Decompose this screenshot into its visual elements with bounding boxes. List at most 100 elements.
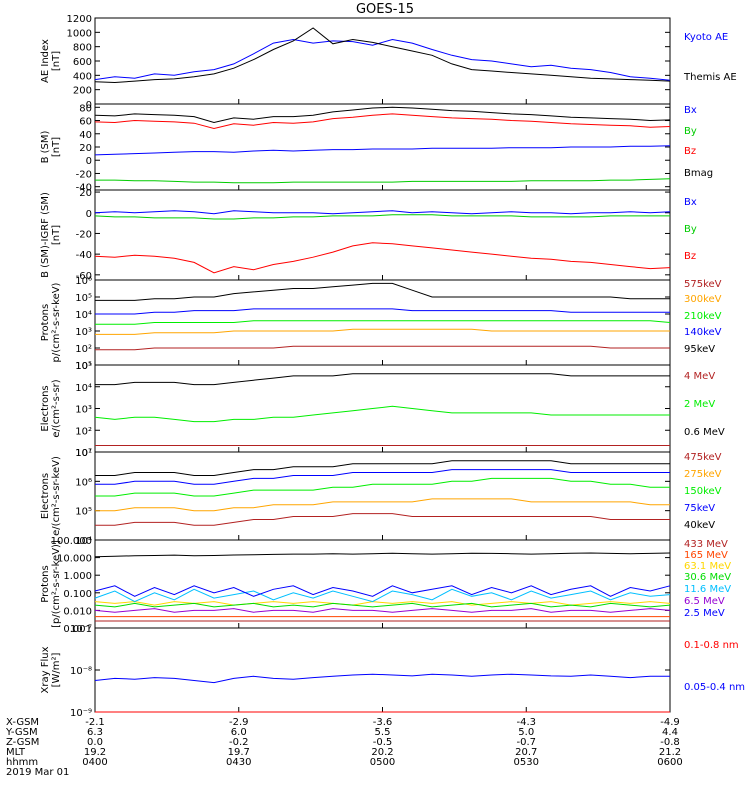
footer-value: 0530: [514, 757, 539, 768]
y-tick-label: 1200: [67, 14, 92, 25]
footer-value: -4.3: [516, 717, 536, 728]
panel-6: 10⁴ 10⁵ 10⁶ 10⁷ Electrons e/(cm²-s-sr-keV) 475…: [40, 448, 722, 547]
y-axis-label: Electrons: [40, 385, 51, 431]
y-tick-label: 0: [86, 100, 92, 111]
y-tick-label: 0: [86, 156, 92, 167]
footer-value: -2.9: [229, 717, 249, 728]
footer-value: 0500: [370, 757, 395, 768]
series-line: [95, 320, 671, 325]
legend-label: Kyoto AE: [684, 32, 728, 43]
y-axis-label: [W/m²]: [51, 652, 62, 687]
y-tick-label: 10⁴: [75, 310, 92, 321]
legend-label: 6.5 MeV: [684, 596, 725, 607]
legend-label: 0.1-0.8 nm: [684, 640, 739, 651]
y-tick-label: 60: [79, 117, 92, 128]
y-tick-label: 20: [79, 188, 92, 199]
series-line: [95, 469, 670, 485]
legend-label: Bx: [684, 197, 697, 208]
legend-label: 75keV: [684, 503, 715, 514]
legend-label: Bz: [684, 251, 696, 262]
y-tick-label: 10⁻⁸: [70, 666, 92, 677]
y-tick-label: 10⁵: [75, 507, 92, 518]
legend-label: 210keV: [684, 311, 722, 322]
legend-label: 0.6 MeV: [684, 427, 725, 438]
legend-label: 575keV: [684, 279, 722, 290]
footer-value: 6.3: [87, 727, 103, 738]
y-tick-label: 1.000: [63, 571, 92, 582]
y-tick-label: -60: [76, 271, 92, 282]
series-line: [94, 608, 671, 613]
series-line: [94, 113, 671, 130]
footer-value: 0400: [82, 757, 107, 768]
footer-value: -4.9: [660, 717, 680, 728]
footer-value: 0430: [226, 757, 251, 768]
y-axis-label: Protons: [40, 304, 51, 341]
y-tick-label: 10¹: [75, 361, 92, 372]
series-line: [94, 585, 671, 597]
legend-label: 140keV: [684, 327, 722, 338]
y-tick-label: 10⁵: [75, 361, 92, 372]
y-tick-label: 10¹: [75, 448, 92, 459]
series-line: [95, 282, 670, 301]
y-tick-label: 40: [79, 130, 92, 141]
y-tick-label: 100.000: [51, 536, 92, 547]
y-tick-label: 10²: [75, 344, 92, 355]
y-tick-label: 200: [73, 86, 92, 97]
y-tick-label: -40: [76, 183, 92, 194]
footer-value: -2.1: [85, 717, 105, 728]
footer-value: 4.4: [662, 727, 678, 738]
y-tick-label: 20: [79, 143, 92, 154]
legend-label: 63.1 MeV: [684, 561, 731, 572]
y-axis-label: B (SM): [40, 130, 51, 163]
y-axis-label: Protons: [40, 565, 51, 602]
series-line: [94, 145, 671, 156]
panel-frame: [94, 364, 671, 453]
y-tick-label: 600: [73, 57, 92, 68]
series-line: [94, 242, 671, 274]
footer-group: X-GSM -2.1 -2.9 -3.6 -4.3 -4.9 Y-GSM 6.3 6.0 5.5 5…: [5, 717, 683, 778]
y-tick-label: 10⁷: [75, 448, 92, 459]
series-line: [95, 373, 670, 386]
legend-label: By: [684, 126, 697, 137]
series-line: [94, 673, 670, 684]
y-tick-label: 10⁻⁷: [70, 624, 92, 635]
legend-label: 275keV: [684, 469, 722, 480]
series-line: [95, 308, 670, 315]
y-axis-label: [p/(cm²-s-sr-keV)]: [51, 540, 62, 628]
y-tick-label: 400: [73, 71, 92, 82]
legend-label: 433 MeV: [684, 539, 728, 550]
footer-row-label: X-GSM: [6, 717, 39, 728]
y-tick-label: 10²: [75, 426, 92, 437]
panel-7: 0.001 0.010 0.100 1.000 10.000 100.000 Protons…: [40, 536, 731, 635]
legend-label: 4 MeV: [684, 371, 715, 382]
y-axis-label: e/(cm²-s-sr): [51, 379, 62, 437]
legend-label: Themis AE: [683, 72, 737, 83]
series-line: [94, 602, 671, 608]
y-tick-label: 0.010: [63, 606, 92, 617]
panel-3: -60 -40 -20 0 20 B (SM)-IGRF (SM) [nT] Bx By Bz: [40, 188, 697, 282]
series-line: [95, 178, 671, 184]
y-axis-label: AE Index: [40, 39, 51, 83]
panel-frame: [94, 451, 671, 541]
panel-2: -40 -20 0 20 40 60 80 B (SM) [nT] Bx By Bz Bmag: [40, 103, 713, 193]
legend-label: 475keV: [684, 452, 722, 463]
y-tick-label: 10³: [75, 405, 92, 416]
y-tick-label: 0: [86, 209, 92, 220]
y-tick-label: -20: [76, 229, 92, 240]
y-tick-label: 1000: [67, 28, 92, 39]
legend-label: 2 MeV: [684, 399, 715, 410]
footer-row-label: hhmm: [6, 757, 38, 768]
panel-8: 10⁻⁹ 10⁻⁸ 10⁻⁷ Xray Flux [W/m²] 0.1-0.8 nm 0.0…: [40, 624, 745, 719]
series-line: [94, 27, 671, 84]
footer-value: -0.7: [516, 737, 536, 748]
y-tick-label: 10⁴: [75, 383, 92, 394]
footer-row-label: Z-GSM: [6, 737, 39, 748]
footer-value: 6.0: [231, 727, 247, 738]
footer-date: 2019 Mar 01: [6, 767, 69, 778]
series-line: [95, 328, 670, 335]
y-axis-label: [nT]: [51, 225, 62, 245]
legend-label: 30.6 MeV: [684, 572, 731, 583]
series-line: [94, 588, 671, 603]
